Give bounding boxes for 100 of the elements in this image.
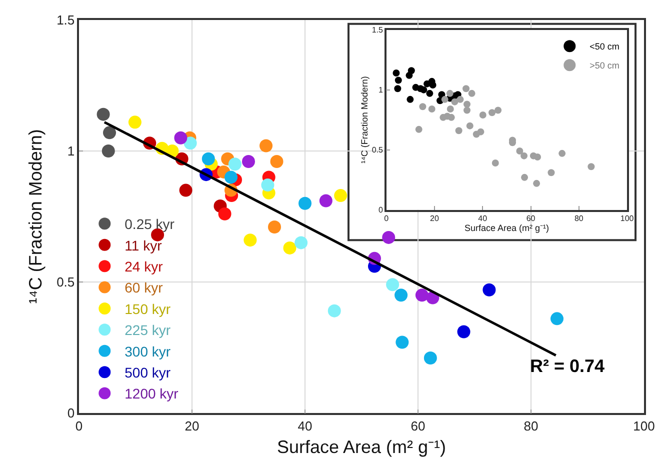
x-axis-title: Surface Area (m² g⁻¹): [276, 436, 446, 457]
point: [419, 103, 426, 110]
point: [174, 131, 188, 144]
point: [294, 236, 308, 250]
point: [558, 150, 566, 157]
point: [488, 109, 496, 116]
point: [382, 230, 396, 244]
point: [261, 178, 274, 192]
point: [218, 207, 232, 220]
point: [456, 96, 464, 103]
legend-label: 24 kyr: [124, 258, 164, 275]
x-tick-label: 80: [574, 214, 584, 224]
point: [415, 126, 422, 133]
point: [242, 154, 255, 168]
x-tick-label: 100: [620, 214, 634, 224]
legend-label: 1200 kyr: [124, 386, 179, 402]
point: [521, 174, 528, 181]
y-tick-label: 1.5: [372, 26, 384, 35]
point: [394, 76, 402, 84]
point: [270, 154, 284, 168]
y-axis-title: ¹⁴C (Fraction Modern): [25, 129, 46, 304]
point: [548, 169, 555, 176]
legend-label: 150 kyr: [124, 300, 171, 317]
point: [268, 220, 281, 234]
x-tick-label: 60: [526, 214, 536, 224]
point: [494, 106, 502, 114]
point: [550, 312, 564, 326]
point: [319, 194, 332, 208]
point: [428, 106, 436, 113]
point: [283, 241, 296, 254]
x-tick-label: 60: [410, 418, 426, 434]
point: [516, 148, 524, 155]
legend-label: <50 cm: [590, 42, 620, 52]
legend-label: 11 kyr: [124, 237, 162, 254]
legend-label: 60 kyr: [124, 280, 164, 296]
point: [466, 122, 474, 130]
point: [244, 234, 257, 247]
point: [482, 283, 496, 296]
point: [408, 67, 415, 74]
point: [394, 288, 408, 302]
point: [463, 100, 470, 108]
x-tick-label: 40: [478, 214, 488, 224]
point: [424, 351, 437, 364]
point: [463, 106, 470, 114]
y-tick-label: 1: [67, 144, 75, 159]
x-tick-label: 20: [430, 214, 440, 224]
y-tick-label: 0: [378, 206, 384, 215]
point: [451, 98, 458, 106]
point: [128, 116, 142, 129]
point: [334, 189, 348, 202]
annotation: R² = 0.74: [530, 356, 605, 376]
point: [394, 85, 402, 92]
x-tick-label: 100: [633, 418, 655, 434]
point: [392, 70, 400, 77]
y-tick-label: 0: [67, 406, 75, 421]
legend-label: 300 kyr: [124, 343, 171, 360]
point: [406, 96, 414, 103]
point: [260, 139, 273, 152]
point: [228, 158, 242, 171]
point: [429, 82, 436, 89]
point: [202, 152, 215, 166]
point: [426, 90, 434, 97]
legend-label: 225 kyr: [124, 322, 171, 338]
y-tick-label: 0.5: [372, 146, 384, 155]
point: [328, 304, 341, 318]
y-tick-label: 0.5: [56, 274, 75, 290]
point: [224, 170, 238, 184]
point: [520, 152, 528, 160]
x-tick-label: 40: [298, 418, 312, 434]
y-tick-label: 1.5: [56, 12, 75, 28]
point: [534, 154, 542, 161]
point: [415, 288, 428, 302]
legend-label: 500 kyr: [124, 364, 171, 381]
point: [103, 126, 116, 140]
point: [533, 180, 540, 187]
point: [184, 136, 197, 150]
point: [102, 144, 115, 158]
x-tick-label: 20: [184, 418, 200, 434]
point: [446, 90, 454, 97]
x-axis-title: Surface Area (m² g⁻¹): [464, 223, 549, 234]
point: [457, 325, 470, 338]
point: [446, 106, 454, 113]
point: [492, 160, 499, 167]
point: [298, 196, 312, 210]
point: [462, 85, 470, 92]
legend-label: 0.25 kyr: [124, 216, 175, 232]
point: [441, 96, 448, 103]
point: [477, 128, 484, 136]
point: [448, 114, 455, 121]
y-axis-title: ¹⁴C (Fraction Modern): [360, 76, 370, 164]
point: [588, 163, 595, 170]
x-tick-label: 80: [524, 418, 538, 434]
legend-label: >50 cm: [590, 60, 620, 71]
point: [386, 278, 400, 292]
point: [468, 90, 476, 97]
point: [179, 184, 192, 197]
point: [479, 112, 486, 119]
point: [96, 108, 110, 121]
point: [420, 86, 428, 94]
point: [455, 127, 462, 134]
